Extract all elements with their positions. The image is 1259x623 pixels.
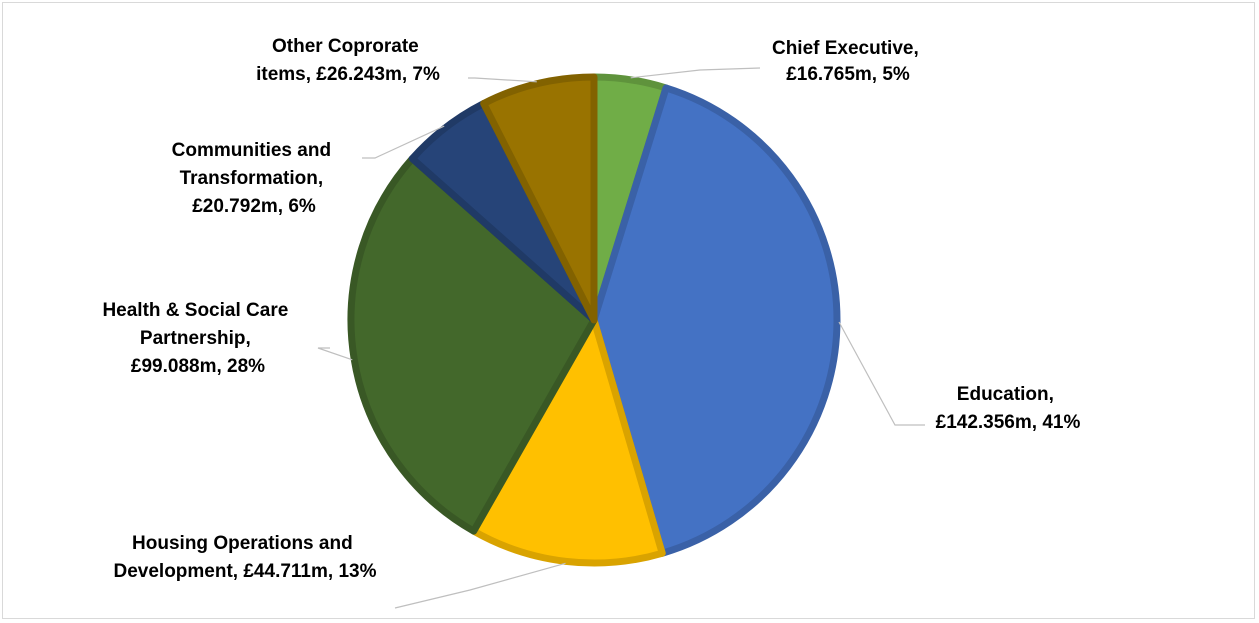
data-labels: Chief Executive, £16.765m, 5% Education,…: [102, 36, 1080, 582]
pie-slice-health-social-care: [347, 155, 598, 535]
pie-slice-housing: [470, 316, 666, 567]
data-label-communities: Communities and Transformation, £20.792m…: [172, 140, 337, 217]
leader-line-communities: [362, 125, 445, 159]
leader-line-chief-executive: [630, 67, 761, 79]
data-label-education: Education, £142.356m, 41%: [936, 384, 1081, 433]
pie-slice-education: [590, 84, 841, 557]
data-label-housing: Housing Operations and Development, £44.…: [114, 533, 377, 582]
pie-slice-other-corporate: [480, 73, 598, 324]
leader-line-other-corporate: [468, 77, 537, 83]
data-label-other-corporate: Other Coprorate items, £26.243m, 7%: [256, 36, 440, 85]
leader-line-housing: [394, 562, 566, 609]
leader-line-education: [838, 321, 925, 426]
leader-line-health-social-care: [317, 347, 353, 361]
pie-slices: [347, 73, 841, 567]
leader-lines: [317, 67, 925, 609]
data-label-health-social-care: Health & Social Care Partnership, £99.08…: [102, 300, 293, 377]
data-label-chief-executive: Chief Executive, £16.765m, 5%: [772, 38, 924, 85]
